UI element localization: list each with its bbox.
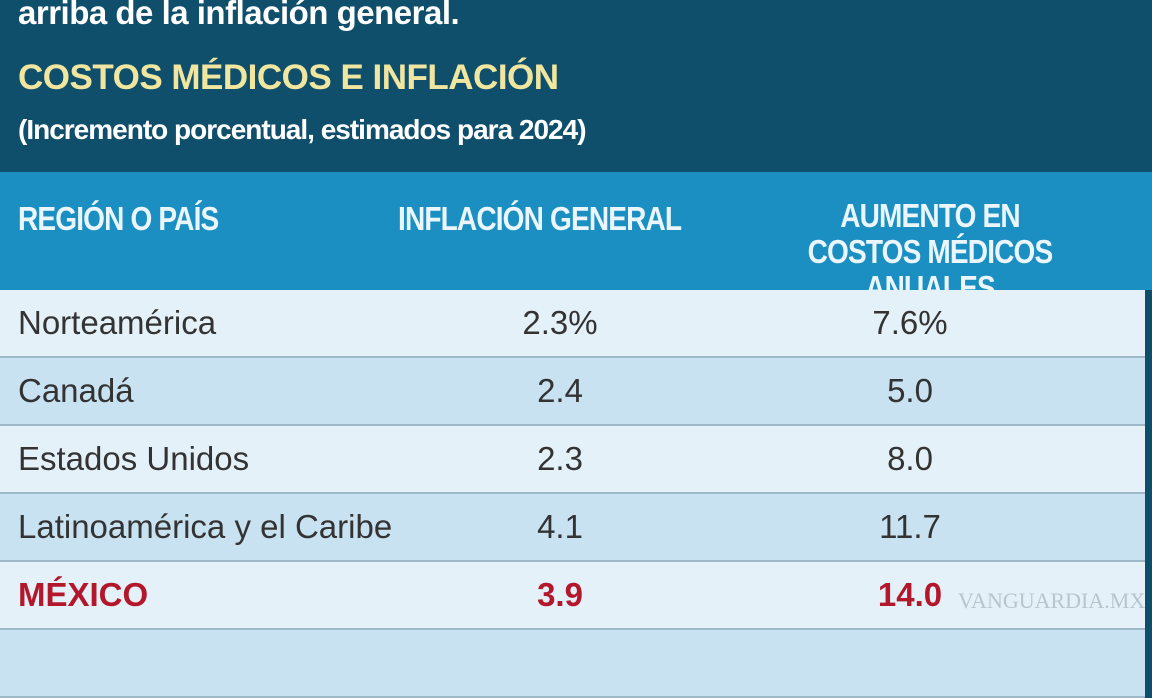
column-header-inflation: INFLACIÓN GENERAL — [398, 200, 682, 237]
cell-medical: 8.0 — [887, 440, 933, 477]
cell-inflation: 2.3 — [537, 440, 583, 477]
column-header-medical-costs: AUMENTO EN COSTOS MÉDICOS ANUALES — [807, 197, 1054, 306]
table-row: Canadá 2.4 5.0 — [0, 358, 1145, 426]
header-panel: arriba de la inflación general. COSTOS M… — [0, 0, 1152, 172]
cell-inflation: 3.9 — [537, 576, 583, 613]
cell-region: Norteamérica — [18, 304, 217, 341]
table-row: Latinoamérica y el Caribe 4.1 11.7 — [0, 494, 1145, 562]
table-row-highlighted: MÉXICO 3.9 14.0 — [0, 562, 1145, 630]
watermark: VANGUARDIA.MX — [958, 588, 1146, 613]
table-row-partial — [0, 630, 1145, 698]
cell-medical: 7.6% — [872, 304, 948, 341]
cell-medical: 11.7 — [879, 508, 941, 545]
column-header-region: REGIÓN O PAÍS — [18, 200, 219, 237]
table-row: Norteamérica 2.3% 7.6% — [0, 290, 1145, 358]
cell-region: Estados Unidos — [18, 440, 250, 477]
cell-inflation: 2.4 — [537, 372, 583, 409]
table-title: COSTOS MÉDICOS E INFLACIÓN — [18, 58, 559, 97]
cell-inflation: 2.3% — [522, 304, 598, 341]
cell-region: Canadá — [18, 372, 134, 409]
lead-text: arriba de la inflación general. — [18, 0, 460, 31]
table-subtitle: (Incremento porcentual, estimados para 2… — [18, 114, 587, 145]
cell-medical: 5.0 — [887, 372, 933, 409]
cell-inflation: 4.1 — [537, 508, 583, 545]
column-headers: REGIÓN O PAÍS INFLACIÓN GENERAL AUMENTO … — [0, 172, 1152, 306]
cell-medical: 14.0 — [877, 576, 943, 613]
table-row: Estados Unidos 2.3 8.0 — [0, 426, 1145, 494]
cell-region: MÉXICO — [18, 576, 149, 613]
cell-region: Latinoamérica y el Caribe — [18, 508, 393, 545]
